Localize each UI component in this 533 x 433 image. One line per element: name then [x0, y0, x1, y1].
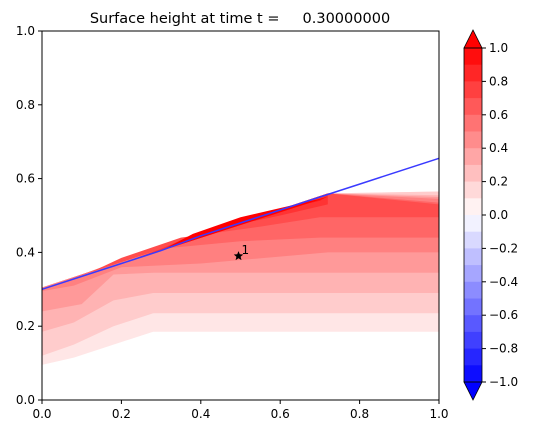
marker-label: 1 — [242, 243, 250, 257]
x-axis: 0.0 0.2 0.4 0.6 0.8 1.0 — [32, 400, 449, 421]
colorbar-tick-label: −1.0 — [489, 375, 518, 389]
colorbar-band — [464, 181, 482, 199]
colorbar-band — [464, 281, 482, 299]
contour-regions — [42, 191, 440, 365]
x-tick-label: 1.0 — [429, 407, 448, 421]
colorbar-band — [464, 231, 482, 249]
x-tick-label: 0.4 — [191, 407, 210, 421]
colorbar-band — [464, 348, 482, 366]
colorbar-band — [464, 315, 482, 333]
colorbar-band — [464, 131, 482, 149]
colorbar-band — [464, 265, 482, 283]
colorbar-band — [464, 198, 482, 216]
x-tick-label: 0.0 — [32, 407, 51, 421]
colorbar-extend-bottom — [463, 381, 483, 401]
colorbar-band — [464, 365, 482, 383]
plot-area: 1 — [41, 30, 440, 401]
marker-group: 1 — [233, 243, 250, 261]
y-tick-label: 0.4 — [16, 245, 35, 259]
y-tick-label: 0.8 — [16, 98, 35, 112]
colorbar: 1.0 0.8 0.6 0.4 0.2 0.0 −0.2 −0.4 −0.6 −0.8 −1.0 — [463, 29, 518, 401]
x-tick-label: 0.2 — [112, 407, 131, 421]
marker-star — [233, 251, 244, 261]
colorbar-band — [464, 64, 482, 82]
contour-band-0.7 — [89, 193, 439, 273]
colorbar-tick-label: −0.4 — [489, 275, 518, 289]
colorbar-band — [464, 331, 482, 349]
y-axis: 0.0 0.2 0.4 0.6 0.8 1.0 — [16, 24, 42, 407]
colorbar-band — [464, 164, 482, 182]
colorbar-band — [464, 248, 482, 266]
colorbar-tick-label: 0.4 — [489, 141, 508, 155]
shoreline-line — [41, 157, 440, 291]
colorbar-tick-label: −0.8 — [489, 342, 518, 356]
y-tick-label: 0.0 — [16, 393, 35, 407]
colorbar-band — [464, 48, 482, 66]
x-tick-label: 0.6 — [271, 407, 290, 421]
colorbar-tick-label: −0.6 — [489, 308, 518, 322]
colorbar-tick-label: −0.2 — [489, 241, 518, 255]
y-tick-label: 1.0 — [16, 24, 35, 38]
colorbar-band — [464, 298, 482, 316]
contour-band-1 — [161, 197, 328, 251]
colorbar-band — [464, 98, 482, 116]
colorbar-tick-label: 0.0 — [489, 208, 508, 222]
colorbar-tick-label: 0.2 — [489, 175, 508, 189]
colorbar-tick-label: 0.6 — [489, 108, 508, 122]
plot-frame — [41, 30, 440, 401]
colorbar-tick-label: 1.0 — [489, 41, 508, 55]
chart-title: Surface height at time t = 0.30000000 — [90, 11, 390, 27]
colorbar-band — [464, 148, 482, 166]
colorbar-extend-top — [463, 29, 483, 49]
y-tick-label: 0.2 — [16, 319, 35, 333]
x-tick-label: 0.8 — [350, 407, 369, 421]
colorbar-tick-label: 0.8 — [489, 74, 508, 88]
colorbar-band — [464, 81, 482, 99]
colorbar-band — [464, 114, 482, 132]
colorbar-band — [464, 215, 482, 233]
y-tick-label: 0.6 — [16, 172, 35, 186]
